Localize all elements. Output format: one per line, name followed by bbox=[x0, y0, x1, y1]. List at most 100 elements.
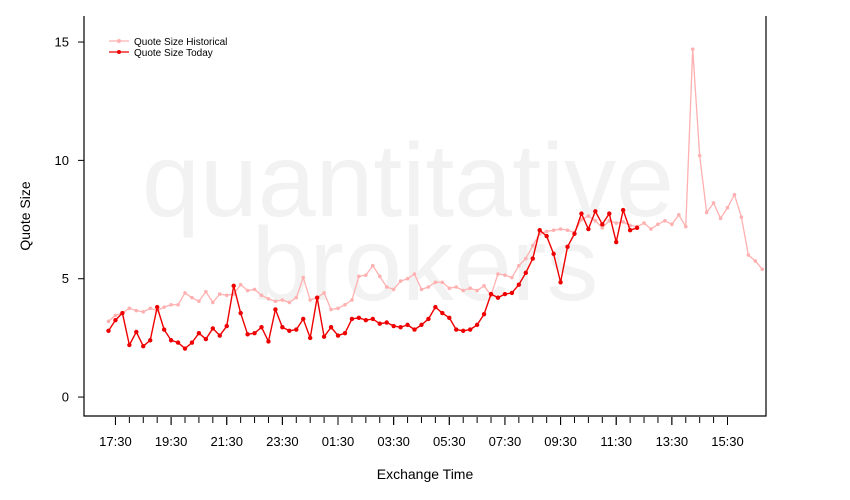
series-historical-point bbox=[663, 218, 667, 223]
series-today-point bbox=[301, 316, 306, 322]
series-historical-point bbox=[503, 273, 507, 277]
series-historical-point bbox=[287, 300, 292, 305]
series-historical-point bbox=[211, 300, 215, 305]
x-tick-label: 05:30 bbox=[433, 434, 466, 449]
series-today-point bbox=[537, 228, 542, 233]
series-today-point bbox=[634, 225, 640, 231]
series-historical-point bbox=[447, 286, 452, 290]
series-historical-point bbox=[224, 293, 229, 298]
series-today-point bbox=[412, 327, 417, 332]
series-today-point bbox=[565, 244, 570, 249]
series-layer bbox=[106, 47, 765, 351]
x-tick-label: 07:30 bbox=[489, 434, 522, 449]
x-axis: 17:30 19:30 21:30 23:30 01:30 03:30 05:30 07:30… bbox=[99, 417, 744, 449]
series-today-point bbox=[196, 330, 202, 336]
series-today-point bbox=[391, 323, 396, 329]
x-tick-label: 09:30 bbox=[544, 434, 577, 449]
series-historical-point bbox=[461, 288, 466, 293]
series-today-point bbox=[509, 290, 515, 296]
series-today-point bbox=[342, 330, 348, 336]
series-historical-point bbox=[642, 221, 646, 225]
series-today-point bbox=[530, 256, 535, 261]
series-historical-point bbox=[384, 285, 389, 289]
series-today-point bbox=[203, 336, 209, 342]
series-today-point bbox=[377, 321, 382, 326]
series-today-point bbox=[593, 209, 598, 214]
series-today-point bbox=[328, 325, 334, 330]
legend-historical-label: Quote Size Historical bbox=[134, 37, 227, 48]
x-tick-label: 11:30 bbox=[600, 434, 632, 449]
series-historical-point bbox=[197, 299, 201, 304]
series-today-point bbox=[349, 316, 355, 322]
series-today-point bbox=[440, 310, 445, 316]
series-historical-point bbox=[148, 306, 153, 311]
series-today-point bbox=[461, 328, 466, 333]
series-today-point bbox=[481, 312, 487, 317]
series-today-point bbox=[161, 327, 167, 332]
x-tick-label: 15:30 bbox=[711, 434, 744, 449]
series-historical-point bbox=[683, 224, 688, 229]
series-historical-point bbox=[732, 192, 737, 197]
series-historical-point bbox=[593, 218, 598, 223]
series-today-point bbox=[141, 343, 146, 349]
y-axis: 0 5 10 15 bbox=[55, 35, 84, 405]
series-historical-point bbox=[350, 298, 354, 302]
series-today-point bbox=[607, 211, 612, 216]
series-today-point bbox=[558, 280, 563, 285]
series-today-point bbox=[154, 304, 160, 310]
series-historical-point bbox=[739, 215, 744, 219]
series-today-point bbox=[488, 291, 494, 297]
series-historical-point bbox=[482, 284, 486, 288]
series-today-point bbox=[259, 325, 264, 330]
series-historical-point bbox=[433, 280, 438, 285]
series-historical-point bbox=[565, 228, 570, 233]
series-historical-point bbox=[656, 222, 660, 227]
series-historical-point bbox=[308, 298, 312, 302]
series-today-point bbox=[502, 291, 508, 297]
series-today-point bbox=[572, 231, 577, 236]
series-today-point bbox=[620, 207, 626, 213]
legend-today-label: Quote Size Today bbox=[134, 48, 213, 59]
series-historical-point bbox=[391, 287, 396, 292]
series-historical-point bbox=[106, 319, 111, 324]
series-today-point bbox=[586, 226, 591, 232]
series-historical-point bbox=[746, 253, 751, 257]
series-historical-point bbox=[127, 306, 132, 311]
series-today-point bbox=[266, 339, 271, 344]
series-historical-point bbox=[725, 205, 730, 210]
series-today-point bbox=[516, 282, 522, 287]
x-tick-label: 23:30 bbox=[266, 434, 299, 449]
series-historical-point bbox=[141, 310, 146, 314]
series-historical-point bbox=[377, 274, 382, 279]
series-historical-point bbox=[252, 287, 257, 292]
series-historical-point bbox=[259, 293, 264, 298]
series-historical-point bbox=[524, 256, 528, 261]
series-historical-point bbox=[579, 217, 584, 222]
series-historical-point bbox=[190, 295, 194, 300]
series-historical-point bbox=[690, 47, 695, 51]
series-today-point bbox=[467, 327, 473, 332]
series-today-point bbox=[238, 310, 243, 316]
series-historical-point bbox=[280, 298, 285, 302]
legend-today-marker bbox=[117, 50, 121, 54]
series-historical-point bbox=[621, 220, 625, 224]
series-today-point bbox=[363, 317, 369, 323]
series-today-point bbox=[384, 320, 389, 325]
series-historical-point bbox=[134, 308, 139, 313]
plot-frame bbox=[83, 16, 767, 417]
series-historical-point bbox=[398, 279, 403, 283]
series-today-point bbox=[106, 328, 111, 333]
series-today-point bbox=[245, 332, 250, 337]
series-today-point bbox=[419, 322, 424, 328]
series-historical-point bbox=[357, 274, 361, 279]
series-historical-point bbox=[697, 153, 702, 158]
watermark-line-1: quantitative bbox=[142, 123, 674, 239]
series-today-point bbox=[307, 335, 313, 341]
series-today-point bbox=[189, 340, 195, 345]
series-historical-point bbox=[176, 302, 180, 307]
series-historical-point bbox=[273, 299, 278, 304]
series-historical-point bbox=[551, 228, 556, 233]
series-historical-point bbox=[245, 288, 250, 293]
series-today-point bbox=[370, 316, 375, 322]
